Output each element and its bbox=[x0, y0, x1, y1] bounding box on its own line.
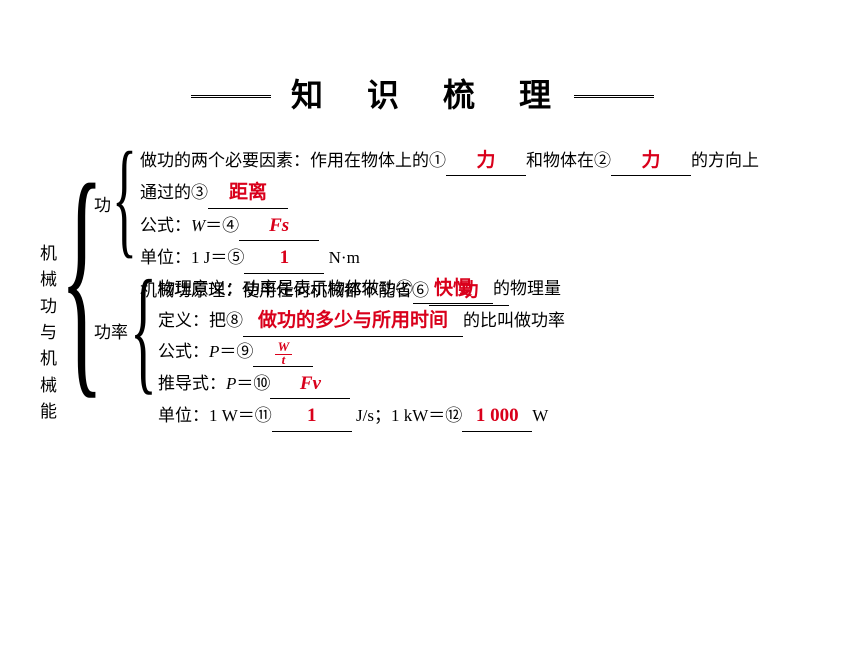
answer-1: 力 bbox=[476, 150, 495, 171]
gonglv-line3: 公式：P＝⑨ Wt bbox=[158, 339, 565, 367]
text: 通过的③ bbox=[140, 183, 208, 202]
text: 单位：1 W＝⑪ bbox=[158, 406, 272, 425]
gonglv-line2: 定义：把⑧ 做功的多少与所用时间的比叫做功率 bbox=[158, 306, 565, 336]
gong-line1: 做功的两个必要因素：作用在物体上的① 力 和物体在② 力 的方向上 bbox=[140, 146, 759, 176]
answer-12: 1 000 bbox=[476, 405, 519, 426]
text: 的比叫做功率 bbox=[463, 311, 565, 330]
answer-9: Wt bbox=[275, 340, 293, 366]
brace-gong: { bbox=[112, 133, 137, 263]
text: ＝⑩ bbox=[236, 374, 270, 393]
answer-10: Fv bbox=[300, 373, 321, 394]
gonglv-line4: 推导式：P＝⑩ Fv bbox=[158, 369, 565, 399]
text: 公式： bbox=[158, 342, 209, 361]
title-section: 知 识 梳 理 bbox=[0, 0, 860, 146]
text: 物理意义：功率是表示物体做功⑦ bbox=[158, 279, 413, 298]
frac-den: t bbox=[279, 352, 289, 367]
var-w: W bbox=[191, 216, 205, 235]
gonglv-line5: 单位：1 W＝⑪ 1 J/s；1 kW＝⑫ 1 000 W bbox=[158, 401, 565, 431]
answer-4: Fs bbox=[269, 215, 289, 236]
block-gonglv: 物理意义：功率是表示物体做功⑦ 快慢 的物理量 定义：把⑧ 做功的多少与所用时间的比叫… bbox=[158, 274, 565, 434]
answer-7: 快慢 bbox=[434, 278, 472, 299]
gonglv-line1: 物理意义：功率是表示物体做功⑦ 快慢 的物理量 bbox=[158, 274, 565, 304]
text: 做功的两个必要因素：作用在物体上的① bbox=[140, 151, 446, 170]
var-p2: P bbox=[226, 374, 236, 393]
gong-line3: 公式：W＝④ Fs bbox=[140, 211, 759, 241]
answer-11: 1 bbox=[307, 405, 317, 426]
text: W bbox=[532, 406, 548, 425]
var-p: P bbox=[209, 342, 219, 361]
text: J/s；1 kW＝⑫ bbox=[352, 406, 463, 425]
gong-line4: 单位：1 J＝⑤1 N·m bbox=[140, 243, 759, 273]
text: N·m bbox=[324, 248, 359, 267]
text: ＝④ bbox=[205, 216, 239, 235]
text: 推导式： bbox=[158, 374, 226, 393]
gong-line2: 通过的③ 距离 bbox=[140, 178, 759, 208]
answer-3: 距离 bbox=[229, 182, 267, 203]
text: 和物体在② bbox=[526, 151, 611, 170]
answer-2: 力 bbox=[641, 150, 660, 171]
text: ＝⑨ bbox=[219, 342, 253, 361]
root-label: 机械功与机械能 bbox=[40, 241, 58, 425]
answer-8: 做功的多少与所用时间 bbox=[258, 310, 448, 331]
text: 定义：把⑧ bbox=[158, 311, 243, 330]
label-gonglv: 功率 bbox=[94, 320, 128, 346]
text: 的物理量 bbox=[493, 279, 561, 298]
page-title: 知 识 梳 理 bbox=[291, 70, 569, 116]
text: 公式： bbox=[140, 216, 191, 235]
brace-gonglv: { bbox=[130, 260, 157, 400]
answer-5: 1 bbox=[280, 247, 290, 268]
text: 的方向上 bbox=[691, 151, 759, 170]
label-gong: 功 bbox=[94, 193, 111, 219]
brace-root: { bbox=[60, 146, 104, 406]
